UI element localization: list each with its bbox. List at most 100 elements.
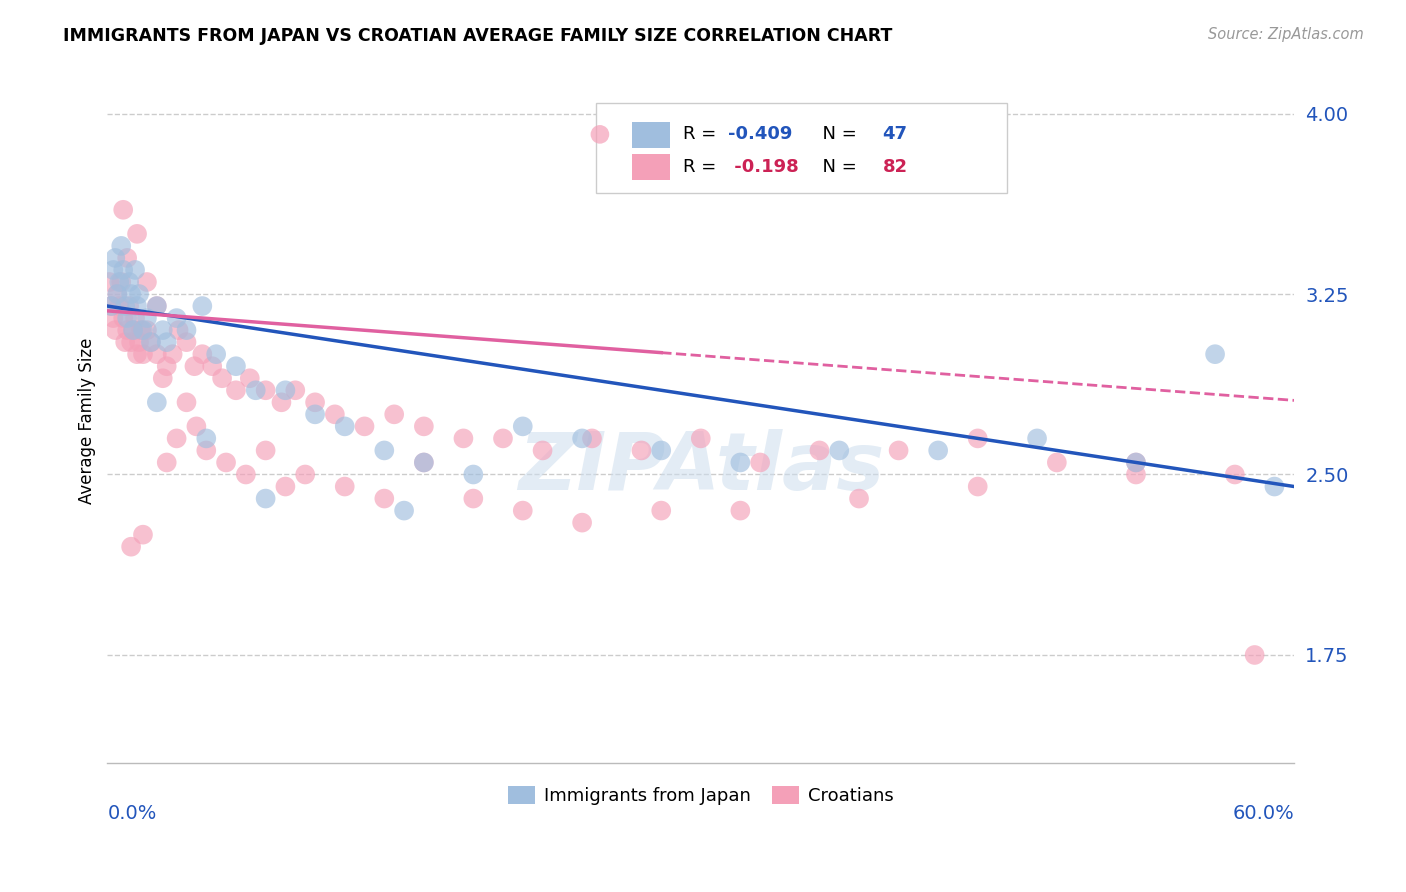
Point <box>333 419 356 434</box>
Point <box>110 239 132 253</box>
Point <box>650 443 672 458</box>
Point <box>730 455 752 469</box>
Point <box>205 347 228 361</box>
Point <box>186 419 208 434</box>
Point <box>274 384 297 398</box>
Point <box>114 299 136 313</box>
Point <box>108 275 131 289</box>
Point <box>191 299 214 313</box>
Point <box>128 287 150 301</box>
Point <box>146 299 169 313</box>
Point <box>136 275 159 289</box>
Point <box>571 431 593 445</box>
Point <box>749 455 772 469</box>
Text: R =: R = <box>683 158 723 176</box>
Point <box>254 443 277 458</box>
Point <box>323 408 346 422</box>
Point <box>120 287 142 301</box>
Text: IMMIGRANTS FROM JAPAN VS CROATIAN AVERAGE FAMILY SIZE CORRELATION CHART: IMMIGRANTS FROM JAPAN VS CROATIAN AVERAG… <box>63 27 893 45</box>
Point <box>412 455 434 469</box>
Point <box>1223 467 1246 482</box>
Point <box>463 467 485 482</box>
Point <box>966 479 988 493</box>
Point <box>152 323 174 337</box>
Point <box>183 359 205 374</box>
Point <box>122 323 145 337</box>
Point <box>730 503 752 517</box>
Point <box>239 371 262 385</box>
Point <box>125 227 148 241</box>
Point <box>136 311 159 326</box>
Point <box>225 359 247 374</box>
Point <box>122 323 145 337</box>
Point <box>124 311 146 326</box>
Point <box>1026 431 1049 445</box>
Point <box>129 323 152 337</box>
Point <box>828 443 851 458</box>
Point <box>294 467 316 482</box>
Point <box>630 443 652 458</box>
Point <box>235 467 257 482</box>
Point <box>112 263 135 277</box>
Bar <box>631 122 669 148</box>
Point <box>124 263 146 277</box>
Point <box>132 527 155 541</box>
Point <box>115 311 138 326</box>
Point <box>166 311 188 326</box>
Text: N =: N = <box>811 126 863 144</box>
Point <box>927 443 949 458</box>
Point <box>412 455 434 469</box>
Point <box>333 479 356 493</box>
Point <box>103 311 125 326</box>
Point <box>118 299 141 313</box>
Text: 0.0%: 0.0% <box>107 805 156 823</box>
Y-axis label: Average Family Size: Average Family Size <box>79 337 96 504</box>
Point <box>136 323 159 337</box>
Text: -0.198: -0.198 <box>728 158 799 176</box>
Point <box>304 408 326 422</box>
Point <box>166 431 188 445</box>
Point <box>412 419 434 434</box>
Point <box>492 431 515 445</box>
Point <box>162 347 184 361</box>
Point <box>1204 347 1226 361</box>
Point <box>195 431 218 445</box>
Point <box>167 323 190 337</box>
Point <box>887 443 910 458</box>
Point <box>103 263 125 277</box>
Point <box>353 419 375 434</box>
Point <box>132 347 155 361</box>
Point <box>201 359 224 374</box>
Point <box>146 347 169 361</box>
FancyBboxPatch shape <box>596 103 1007 193</box>
Point <box>176 323 198 337</box>
Point <box>650 503 672 517</box>
Point <box>531 443 554 458</box>
Point <box>689 431 711 445</box>
Point <box>152 371 174 385</box>
Point <box>128 335 150 350</box>
Point <box>304 395 326 409</box>
Point <box>284 384 307 398</box>
Point <box>146 395 169 409</box>
Text: -0.409: -0.409 <box>728 126 793 144</box>
Point <box>1125 455 1147 469</box>
Point <box>581 431 603 445</box>
Point <box>373 443 395 458</box>
Point <box>105 287 128 301</box>
Point <box>254 491 277 506</box>
Point <box>120 335 142 350</box>
Point <box>110 275 132 289</box>
Point <box>115 323 138 337</box>
Point <box>132 323 155 337</box>
Point <box>463 491 485 506</box>
Point <box>245 384 267 398</box>
Point <box>100 299 122 313</box>
Text: 82: 82 <box>883 158 907 176</box>
Point <box>270 395 292 409</box>
Text: ZIPAtlas: ZIPAtlas <box>517 429 884 508</box>
Point <box>512 503 534 517</box>
Point <box>118 275 141 289</box>
Point <box>1125 455 1147 469</box>
Text: 60.0%: 60.0% <box>1233 805 1294 823</box>
